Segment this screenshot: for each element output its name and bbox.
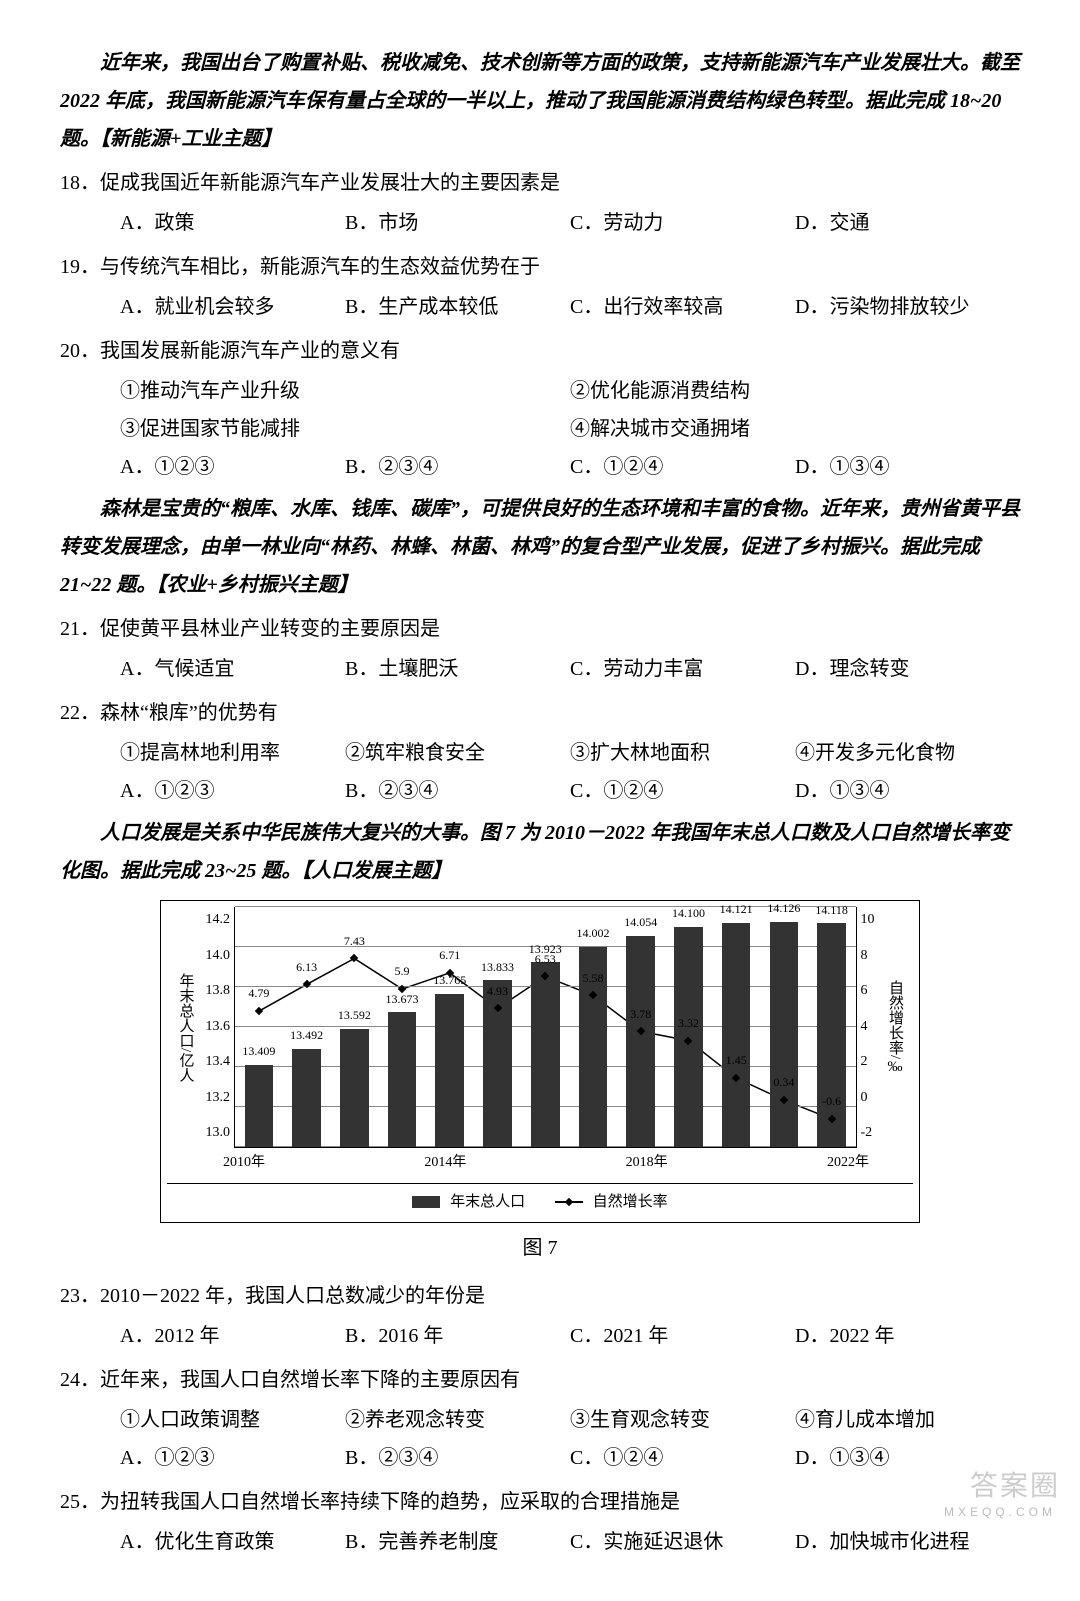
q23-B[interactable]: B．2016 年 [345,1317,570,1355]
q21-D[interactable]: D．理念转变 [795,650,1020,688]
q21-C[interactable]: C．劳动力丰富 [570,650,795,688]
q20-options: A．①②③ B．②③④ C．①②④ D．①③④ [120,448,1020,486]
passage-3: 人口发展是关系中华民族伟大复兴的大事。图 7 为 2010－2022 年我国年末… [60,814,1020,890]
q22-stem: 22．森林“粮库”的优势有 [60,694,1020,732]
q20-subopts: ①推动汽车产业升级 ②优化能源消费结构 ③促进国家节能减排 ④解决城市交通拥堵 [120,372,1020,448]
q25-stem: 25．为扭转我国人口自然增长率持续下降的趋势，应采取的合理措施是 [60,1483,1020,1521]
q22-C[interactable]: C．①②④ [570,772,795,810]
watermark-url: MXEQQ.COM [944,1501,1056,1524]
q18-A[interactable]: A．政策 [120,204,345,242]
q24-D[interactable]: D．①③④ [795,1439,1020,1477]
y-left-label: 年末总人口/亿人 [167,973,204,1082]
figure-caption: 图 7 [60,1229,1020,1267]
q20-s4: ④解决城市交通拥堵 [570,410,1020,448]
q24-B[interactable]: B．②③④ [345,1439,570,1477]
q20-D[interactable]: D．①③④ [795,448,1020,486]
q25-A[interactable]: A．优化生育政策 [120,1523,345,1561]
q22-D[interactable]: D．①③④ [795,772,1020,810]
q20-B[interactable]: B．②③④ [345,448,570,486]
q18-C[interactable]: C．劳动力 [570,204,795,242]
legend-bar-swatch [412,1196,440,1208]
q19-D[interactable]: D．污染物排放较少 [795,288,1020,326]
q23-options: A．2012 年 B．2016 年 C．2021 年 D．2022 年 [120,1317,1020,1355]
legend-line-label: 自然增长率 [593,1194,668,1210]
q24-C[interactable]: C．①②④ [570,1439,795,1477]
legend-line-swatch [555,1201,583,1203]
q22-s3: ③扩大林地面积 [570,734,795,772]
q23-stem: 23．2010－2022 年，我国人口总数减少的年份是 [60,1277,1020,1315]
q18-D[interactable]: D．交通 [795,204,1020,242]
q21-B[interactable]: B．土壤肥沃 [345,650,570,688]
q18-B[interactable]: B．市场 [345,204,570,242]
q25-B[interactable]: B．完善养老制度 [345,1523,570,1561]
q24-s1: ①人口政策调整 [120,1401,345,1439]
q19-A[interactable]: A．就业机会较多 [120,288,345,326]
q23-A[interactable]: A．2012 年 [120,1317,345,1355]
population-chart: 年末总人口/亿人 14.214.013.813.613.413.213.0 13… [160,900,920,1223]
q24-stem: 24．近年来，我国人口自然增长率下降的主要原因有 [60,1361,1020,1399]
q22-A[interactable]: A．①②③ [120,772,345,810]
legend-bar-label: 年末总人口 [450,1194,525,1210]
q24-s3: ③生育观念转变 [570,1401,795,1439]
q24-A[interactable]: A．①②③ [120,1439,345,1477]
q25-C[interactable]: C．实施延迟退休 [570,1523,795,1561]
x-axis: 2010年2014年2018年2022年 [223,1148,869,1179]
q22-s1: ①提高林地利用率 [120,734,345,772]
q18-options: A．政策 B．市场 C．劳动力 D．交通 [120,204,1020,242]
q21-stem: 21．促使黄平县林业产业转变的主要原因是 [60,610,1020,648]
q22-options: A．①②③ B．②③④ C．①②④ D．①③④ [120,772,1020,810]
q20-s3: ③促进国家节能减排 [120,410,570,448]
q20-C[interactable]: C．①②④ [570,448,795,486]
plot-area: 13.4094.7913.4926.1313.5927.4313.6735.91… [234,907,857,1148]
q20-s2: ②优化能源消费结构 [570,372,1020,410]
q20-stem: 20．我国发展新能源汽车产业的意义有 [60,332,1020,370]
q23-C[interactable]: C．2021 年 [570,1317,795,1355]
q21-A[interactable]: A．气候适宜 [120,650,345,688]
q21-options: A．气候适宜 B．土壤肥沃 C．劳动力丰富 D．理念转变 [120,650,1020,688]
passage-1: 近年来，我国出台了购置补贴、税收减免、技术创新等方面的政策，支持新能源汽车产业发… [60,44,1020,158]
q20-A[interactable]: A．①②③ [120,448,345,486]
q18-stem: 18．促成我国近年新能源汽车产业发展壮大的主要因素是 [60,164,1020,202]
chart-legend: 年末总人口 自然增长率 [167,1183,913,1217]
q22-s4: ④开发多元化食物 [795,734,1020,772]
q25-D[interactable]: D．加快城市化进程 [795,1523,1020,1561]
q20-s1: ①推动汽车产业升级 [120,372,570,410]
passage-2: 森林是宝贵的“粮库、水库、钱库、碳库”，可提供良好的生态环境和丰富的食物。近年来… [60,490,1020,604]
q22-B[interactable]: B．②③④ [345,772,570,810]
q22-s2: ②筑牢粮食安全 [345,734,570,772]
q19-B[interactable]: B．生产成本较低 [345,288,570,326]
q22-subopts: ①提高林地利用率 ②筑牢粮食安全 ③扩大林地面积 ④开发多元化食物 [120,734,1020,772]
q24-subopts: ①人口政策调整 ②养老观念转变 ③生育观念转变 ④育儿成本增加 [120,1401,1020,1439]
q23-D[interactable]: D．2022 年 [795,1317,1020,1355]
y-left-axis: 14.214.013.813.613.413.213.0 [204,907,233,1147]
q19-stem: 19．与传统汽车相比，新能源汽车的生态效益优势在于 [60,248,1020,286]
q19-C[interactable]: C．出行效率较高 [570,288,795,326]
q19-options: A．就业机会较多 B．生产成本较低 C．出行效率较高 D．污染物排放较少 [120,288,1020,326]
y-right-axis: 1086420-2 [859,907,877,1147]
q24-s4: ④育儿成本增加 [795,1401,1020,1439]
q24-s2: ②养老观念转变 [345,1401,570,1439]
q24-options: A．①②③ B．②③④ C．①②④ D．①③④ [120,1439,1020,1477]
y-right-label: 自然增长率/‰ [877,980,914,1075]
q25-options: A．优化生育政策 B．完善养老制度 C．实施延迟退休 D．加快城市化进程 [120,1523,1020,1561]
